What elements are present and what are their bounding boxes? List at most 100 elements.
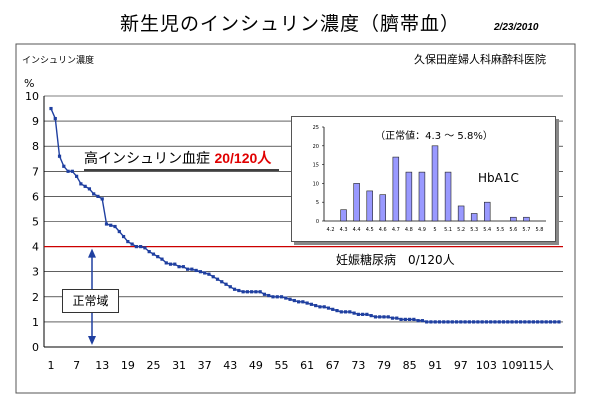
data-point <box>506 320 510 324</box>
y-tick-label: 10 <box>25 90 39 103</box>
data-point <box>309 302 314 306</box>
data-point <box>518 320 523 324</box>
data-point <box>250 290 254 294</box>
data-point <box>62 164 66 168</box>
data-point <box>211 275 215 279</box>
data-point <box>177 265 181 269</box>
data-point <box>203 271 207 275</box>
inset-x-tick-label: 5.5 <box>496 227 504 233</box>
normal-range-arrow-top <box>88 248 96 258</box>
data-point <box>100 197 104 201</box>
x-tick-label: 109 <box>502 359 523 372</box>
data-point <box>365 312 369 316</box>
inset-bar <box>405 171 413 222</box>
inset-x-tick-label: 4.3 <box>340 227 348 233</box>
inset-y-tick-label: 15 <box>313 163 319 169</box>
page-title: 新生児のインシュリン濃度（臍帯血） <box>120 13 461 35</box>
data-point <box>79 182 83 186</box>
hyperinsulinemia-count: 20/120人 <box>214 150 272 166</box>
data-point <box>463 320 467 324</box>
inset-bar <box>483 201 491 222</box>
inset-bar <box>392 156 400 222</box>
data-point <box>190 267 194 271</box>
y-tick-label: 0 <box>32 341 39 354</box>
data-point <box>446 320 450 324</box>
data-point <box>87 187 92 191</box>
data-point <box>356 312 360 316</box>
data-point <box>284 296 288 300</box>
y-axis-title: インシュリン濃度 <box>22 56 95 66</box>
data-point <box>181 265 185 269</box>
hyperinsulinemia-annotation: 高インシュリン血症 20/120人 <box>84 148 271 168</box>
clinic-name: 久保田産婦人科麻酔科医院 <box>414 53 546 66</box>
data-point <box>553 320 557 324</box>
data-point <box>147 250 151 254</box>
data-point <box>254 290 258 294</box>
data-point <box>531 320 535 324</box>
inset-title: （正常値：4.3 ～ 5.8%） <box>375 129 493 142</box>
chart-frame <box>15 43 576 394</box>
data-point <box>369 314 373 318</box>
inset-x-tick-label: 5.7 <box>522 227 530 233</box>
inset-x-tick-label: 4.8 <box>405 227 413 233</box>
data-point <box>331 307 335 311</box>
y-tick-label: 9 <box>32 115 39 128</box>
data-point <box>70 169 74 173</box>
inset-bar <box>340 209 347 222</box>
data-point <box>296 300 301 304</box>
date-label: 2/23/2010 <box>494 22 539 33</box>
x-tick-label: 43 <box>223 359 237 372</box>
data-point <box>382 315 386 319</box>
x-tick-label: 79 <box>377 359 391 372</box>
data-point <box>267 293 271 298</box>
y-tick-label: 7 <box>32 165 39 178</box>
data-point <box>510 320 514 324</box>
data-point <box>540 320 544 324</box>
inset-bar <box>431 145 439 222</box>
data-point <box>292 298 296 303</box>
data-point <box>228 285 232 289</box>
inset-x-tick-label: 5.4 <box>483 227 491 233</box>
data-point <box>501 320 506 324</box>
inset-bar <box>379 194 387 222</box>
data-point <box>104 222 109 226</box>
data-point <box>113 224 117 229</box>
data-point <box>92 192 96 196</box>
x-tick-label: 7 <box>73 359 80 372</box>
data-point <box>467 320 471 324</box>
data-point <box>49 106 53 111</box>
data-point <box>134 245 138 249</box>
inset-y-tick-label: 0 <box>316 219 319 225</box>
data-point <box>361 312 365 316</box>
data-point <box>378 315 382 319</box>
inset-x-tick-label: 5.1 <box>444 227 452 233</box>
data-point <box>109 223 113 227</box>
data-point <box>262 292 267 296</box>
inset-y-tick-label: 5 <box>316 200 319 206</box>
data-point <box>207 272 211 276</box>
x-tick-label: 1 <box>48 359 55 372</box>
x-tick-label: 19 <box>121 359 135 372</box>
data-point <box>450 320 454 324</box>
data-point <box>301 300 305 304</box>
data-point <box>536 320 540 324</box>
x-tick-label: 85 <box>403 359 417 372</box>
data-point <box>305 301 309 305</box>
data-point <box>168 262 173 266</box>
data-point <box>271 295 275 299</box>
data-point <box>335 309 339 313</box>
x-tick-label: 73 <box>351 359 365 372</box>
data-point <box>314 303 318 308</box>
data-point <box>96 194 100 198</box>
gdm-annotation: 妊娠糖尿病 0/120人 <box>336 253 455 267</box>
data-point <box>399 317 403 321</box>
inset-x-tick-label: 4.2 <box>327 227 335 233</box>
hba1c-bar-chart: 0 5 10 15 20 25 4.2 4.3 4.4 4.5 4.6 4.7 4.8 4.9 5 5.1 5.… <box>313 125 546 233</box>
data-point <box>373 315 378 319</box>
y-tick-label: 1 <box>32 316 39 329</box>
data-point <box>53 116 57 121</box>
x-tick-label: 97 <box>454 359 468 372</box>
data-point <box>476 320 480 324</box>
data-point <box>121 234 126 239</box>
